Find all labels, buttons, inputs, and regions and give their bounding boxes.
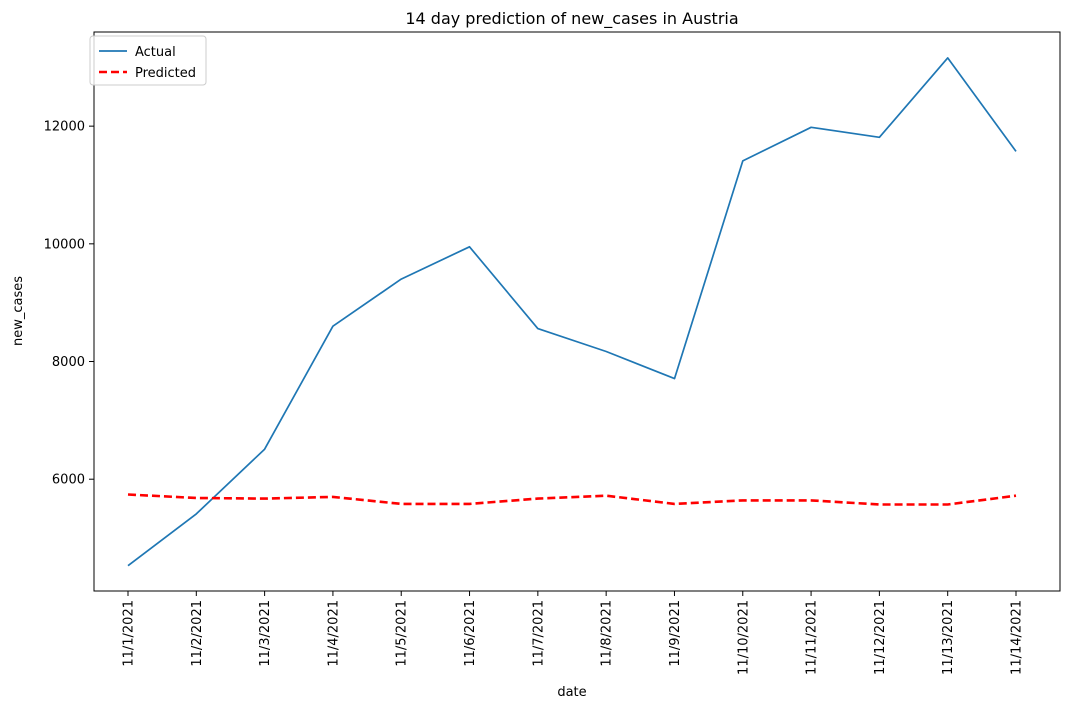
legend: Actual Predicted: [89, 35, 207, 86]
data-point-actual: [742, 160, 744, 162]
y-tick-label: 6000: [52, 473, 85, 488]
y-axis: 6000 8000 10000 12000: [44, 120, 94, 488]
x-tick-label: 11/12/2021: [873, 600, 888, 675]
data-point-actual: [810, 126, 812, 128]
data-point-predicted: [947, 504, 949, 506]
legend-label-actual: Actual: [135, 45, 176, 60]
y-tick-label: 8000: [52, 355, 85, 370]
data-point-predicted: [1015, 495, 1017, 497]
data-point-actual: [195, 513, 197, 515]
data-point-actual: [673, 378, 675, 380]
x-tick-label: 11/5/2021: [395, 600, 410, 667]
x-axis-label: date: [557, 685, 586, 700]
data-point-actual: [947, 57, 949, 59]
data-point-actual: [469, 246, 471, 248]
data-point-actual: [332, 325, 334, 327]
data-point-predicted: [264, 498, 266, 500]
legend-label-predicted: Predicted: [135, 66, 196, 81]
data-point-actual: [605, 351, 607, 353]
data-point-actual: [878, 136, 880, 138]
data-point-actual: [400, 278, 402, 280]
x-tick-label: 11/10/2021: [736, 600, 751, 675]
x-tick-label: 11/11/2021: [805, 600, 820, 675]
x-tick-label: 11/8/2021: [600, 600, 615, 667]
data-point-predicted: [537, 498, 539, 500]
data-point-predicted: [400, 503, 402, 505]
x-axis: 11/1/2021 11/2/2021 11/3/2021 11/4/2021 11/5…: [122, 591, 1025, 675]
series-line-actual: [127, 57, 1017, 567]
data-point-actual: [537, 328, 539, 330]
data-point-predicted: [332, 496, 334, 498]
series-layer: [127, 57, 1017, 567]
x-tick-label: 11/4/2021: [326, 600, 341, 667]
data-point-actual: [264, 448, 266, 450]
x-tick-label: 11/7/2021: [531, 600, 546, 667]
x-tick-label: 11/6/2021: [463, 600, 478, 667]
x-tick-label: 11/13/2021: [941, 600, 956, 675]
data-point-actual: [127, 565, 129, 567]
data-point-predicted: [469, 503, 471, 505]
plot-area: [93, 31, 1061, 592]
data-point-predicted: [878, 504, 880, 506]
data-point-predicted: [810, 499, 812, 501]
x-tick-label: 11/1/2021: [122, 600, 137, 667]
data-point-predicted: [673, 503, 675, 505]
data-point-actual: [1015, 150, 1017, 152]
data-point-predicted: [742, 499, 744, 501]
x-tick-label: 11/2/2021: [190, 600, 205, 667]
x-tick-label: 11/3/2021: [258, 600, 273, 667]
x-tick-label: 11/14/2021: [1010, 600, 1025, 675]
data-point-predicted: [127, 493, 129, 495]
chart-title: 14 day prediction of new_cases in Austri…: [405, 9, 738, 29]
x-tick-label: 11/9/2021: [668, 600, 683, 667]
y-tick-label: 10000: [44, 237, 85, 252]
data-point-predicted: [195, 497, 197, 499]
data-point-predicted: [605, 495, 607, 497]
y-axis-label: new_cases: [11, 276, 26, 346]
y-tick-label: 12000: [44, 120, 85, 135]
series-line-predicted: [127, 493, 1017, 506]
